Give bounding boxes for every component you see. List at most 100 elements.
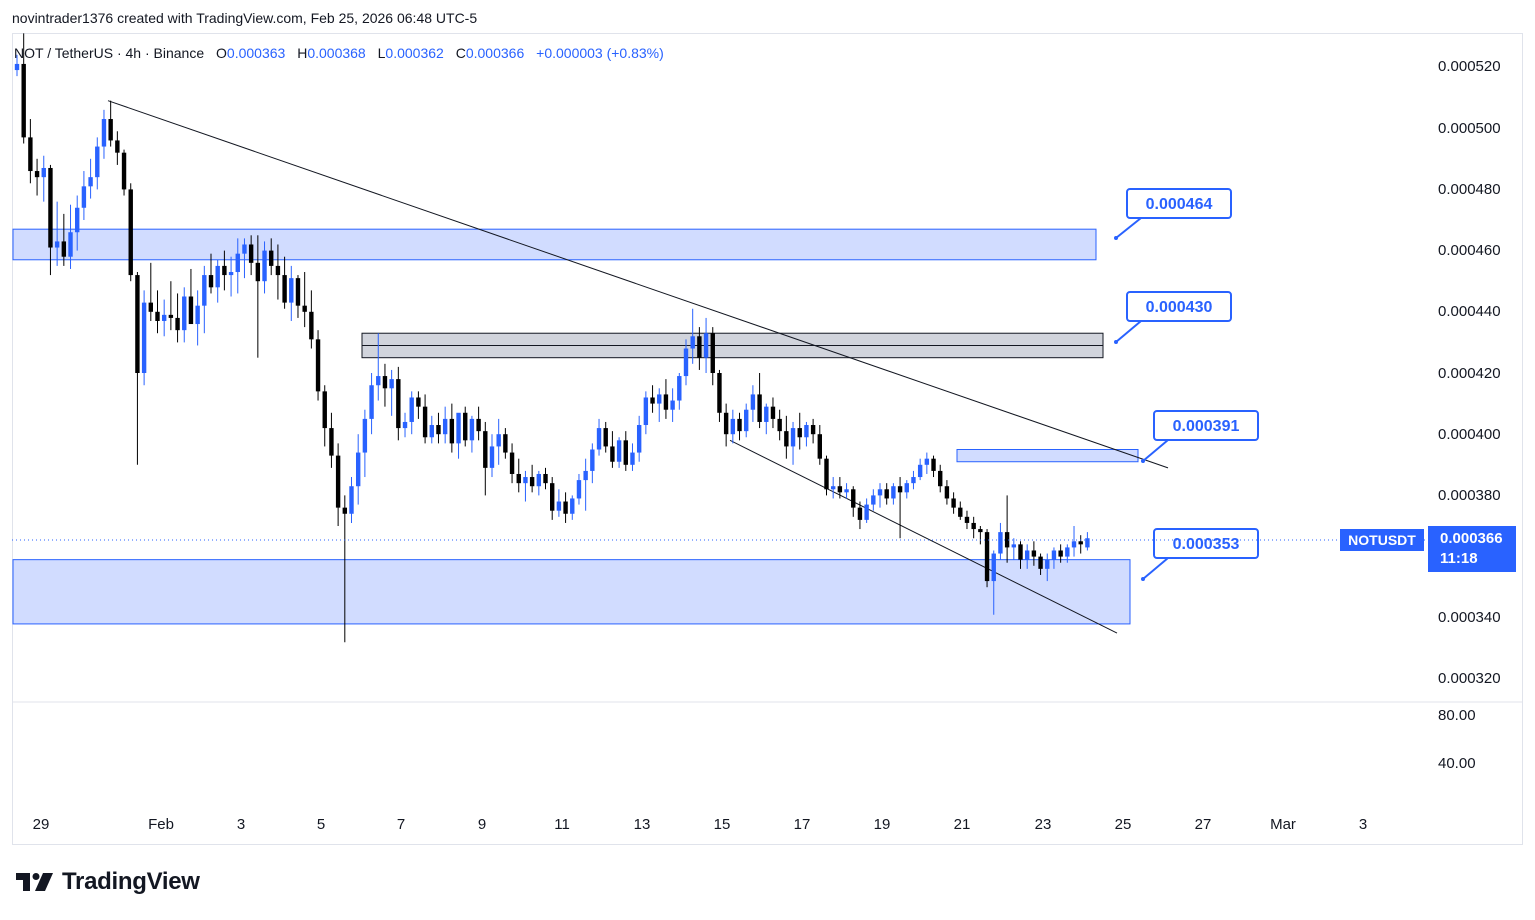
candle [1011, 538, 1017, 560]
price-callout: 0.000353 [1141, 528, 1259, 581]
candle-body [81, 186, 87, 208]
candle-body [857, 507, 863, 520]
candle-body [509, 452, 515, 474]
legend-low-label: L [377, 45, 386, 61]
candle-body [75, 207, 80, 233]
candle [88, 158, 93, 199]
price-tick: 0.000400 [1438, 426, 1501, 443]
candle-body [21, 63, 26, 138]
candle-body [483, 431, 488, 468]
candle [576, 473, 582, 505]
candle-body [670, 400, 675, 410]
candle-body [817, 434, 822, 459]
candle-body [938, 470, 943, 487]
candle-body [489, 446, 495, 468]
zones-layer [12, 228, 1139, 625]
bar-countdown: 11:18 [1440, 550, 1478, 567]
candle [984, 529, 990, 588]
candle-body [101, 119, 107, 147]
candle-body [570, 498, 575, 514]
candle [570, 495, 575, 520]
time-tick: 27 [1194, 816, 1212, 833]
candle [289, 265, 294, 321]
candle [21, 33, 26, 144]
candle [449, 403, 455, 453]
candle-body [155, 311, 160, 321]
callout-label: 0.000464 [1146, 196, 1213, 213]
candle-body [1011, 544, 1017, 548]
candle-body [302, 305, 307, 312]
ticker-badge[interactable]: NOTUSDT [1340, 529, 1424, 551]
candle-body [295, 278, 301, 306]
candle [422, 394, 428, 444]
candle-body [984, 532, 990, 582]
callout-box [1153, 410, 1259, 441]
candle-body [1065, 547, 1070, 557]
candle-body [690, 336, 695, 349]
candle [195, 290, 200, 346]
candle [389, 369, 394, 416]
candle [1051, 547, 1057, 569]
time-tick: 29 [32, 816, 50, 833]
candle-body [931, 458, 936, 471]
callout-box [1126, 188, 1232, 219]
candle-body [810, 425, 816, 435]
candle-body [837, 486, 843, 493]
candle [663, 379, 669, 419]
candle [917, 458, 923, 481]
candle [68, 204, 73, 269]
callout-box [1126, 291, 1232, 322]
zone-resistance [956, 449, 1139, 463]
candle-body [496, 434, 501, 447]
callout-pointer [1142, 439, 1169, 462]
candle-body [135, 275, 140, 373]
candle [442, 406, 448, 444]
candle [188, 268, 194, 325]
candle-body [215, 265, 220, 288]
candle [851, 486, 856, 517]
candle [991, 550, 996, 615]
candle-body [168, 314, 174, 318]
candle [951, 492, 956, 514]
tradingview-logo[interactable]: TradingView [16, 868, 200, 896]
candle-body [422, 406, 428, 438]
candle-body [697, 336, 702, 358]
candle [583, 458, 588, 511]
candle [978, 526, 983, 545]
candle [944, 480, 950, 505]
candle-body [650, 397, 655, 404]
candle-body [335, 455, 341, 508]
candle [904, 480, 909, 499]
candle-body [964, 516, 970, 523]
chart-attribution: novintrader1376 created with TradingView… [12, 10, 478, 26]
candle-body [971, 522, 976, 530]
candle [643, 391, 649, 435]
candle-body [643, 397, 649, 426]
candle [302, 272, 307, 328]
price-callout: 0.000430 [1114, 291, 1232, 344]
candle-body [884, 489, 889, 499]
callout-label: 0.000391 [1173, 418, 1240, 435]
candle [228, 256, 234, 297]
candle-body [1078, 541, 1083, 545]
candle-body [616, 440, 622, 462]
trendlines-layer [107, 100, 1169, 634]
candle-body [978, 529, 983, 533]
candle-body [275, 265, 281, 276]
candle-body [877, 489, 883, 496]
candle [877, 483, 883, 508]
candle [636, 415, 642, 462]
candle [329, 412, 334, 468]
candle-body [255, 262, 261, 282]
candle [590, 443, 595, 484]
callout-anchor [1114, 340, 1118, 344]
candle [175, 293, 180, 343]
candle-body [141, 302, 147, 373]
time-tick: 5 [316, 816, 326, 833]
candle [275, 244, 281, 300]
candle [28, 119, 33, 184]
price-callout: 0.000464 [1114, 188, 1232, 240]
candle-body [764, 406, 769, 422]
candle [1004, 495, 1010, 563]
